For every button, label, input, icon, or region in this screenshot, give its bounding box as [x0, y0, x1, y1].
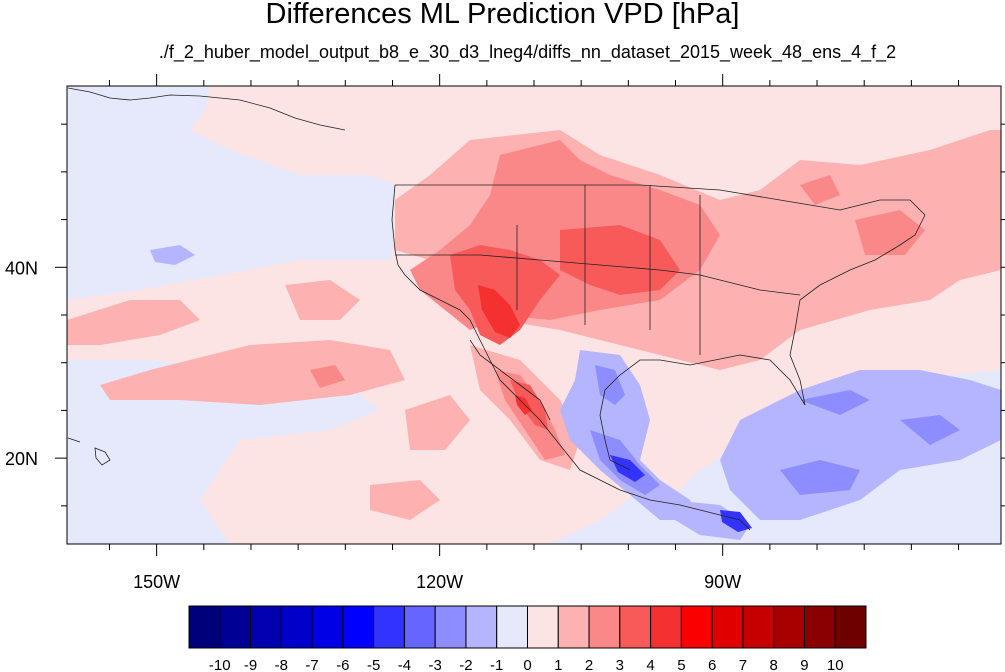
major-ticks [55, 74, 1005, 556]
colorbar-label: 7 [739, 657, 747, 672]
colorbar-swatch [311, 605, 344, 649]
colorbar-swatch [280, 605, 313, 649]
colorbar-swatch [803, 605, 836, 649]
colorbar-swatch [465, 605, 498, 649]
colorbar-swatch [496, 605, 528, 649]
minor-ticks [61, 80, 1005, 550]
colorbar-label: -7 [305, 657, 318, 672]
colorbar-label: 1 [554, 657, 562, 672]
colorbar-label: -3 [429, 657, 442, 672]
colorbar-swatch [250, 605, 282, 649]
colorbar-label: 9 [800, 657, 808, 672]
field-contour-neg3 [590, 365, 960, 495]
colorbar-swatch [342, 605, 375, 649]
colorbar-label: 10 [827, 657, 844, 672]
colorbar-swatch [742, 605, 775, 649]
colorbar-swatch [650, 605, 682, 649]
colorbar-swatch [619, 605, 652, 649]
colorbar-label: -10 [209, 657, 231, 672]
colorbar-label: 4 [646, 657, 654, 672]
tick-labels: 150W 120W 90W 40N 20N [5, 258, 741, 592]
colorbar-swatch [588, 605, 621, 649]
colorbar-label: 2 [585, 657, 593, 672]
colorbar-swatch [373, 605, 405, 649]
colorbar-swatch [434, 605, 467, 649]
colorbar-label: 5 [677, 657, 685, 672]
colorbar-swatch [527, 605, 559, 649]
colorbar-label: -6 [336, 657, 349, 672]
colorbar-swatch [403, 605, 436, 649]
lon-tick-label: 120W [416, 572, 463, 592]
lon-tick-label: 90W [704, 572, 741, 592]
colorbar-swatch [680, 605, 713, 649]
figure-title: Differences ML Prediction VPD [hPa] [265, 0, 740, 30]
lon-tick-label: 150W [133, 572, 180, 592]
colorbar-label: 8 [770, 657, 778, 672]
figure-subtitle: ./f_2_huber_model_output_b8_e_30_d3_lneg… [158, 42, 897, 62]
colorbar-label: 6 [708, 657, 716, 672]
colorbar-label: -5 [367, 657, 380, 672]
colorbar-label: 0 [523, 657, 531, 672]
colorbar-label: -4 [398, 657, 411, 672]
colorbar-label: -1 [490, 657, 503, 672]
colorbar-label: -9 [244, 657, 257, 672]
colorbar-label: -2 [459, 657, 472, 672]
lat-tick-label: 20N [5, 449, 38, 469]
colorbar-swatch [834, 605, 867, 649]
colorbar-swatch [188, 605, 221, 649]
lat-tick-label: 40N [5, 258, 38, 278]
colorbar-swatch [711, 605, 744, 649]
map-field [67, 86, 1001, 544]
coastlines [67, 87, 926, 531]
colorbar-labels: -10 -9 -8 -7 -6 -5 -4 -3 -2 -1 0 1 2 3 4 5 6 7 8 9 10 [209, 657, 844, 672]
colorbar-label: -8 [275, 657, 288, 672]
colorbar-label: 3 [616, 657, 624, 672]
colorbar-swatch [773, 605, 805, 649]
colorbar [188, 605, 867, 649]
colorbar-swatch [557, 605, 590, 649]
colorbar-swatch [219, 605, 252, 649]
field-contour-pos4 [478, 285, 532, 415]
